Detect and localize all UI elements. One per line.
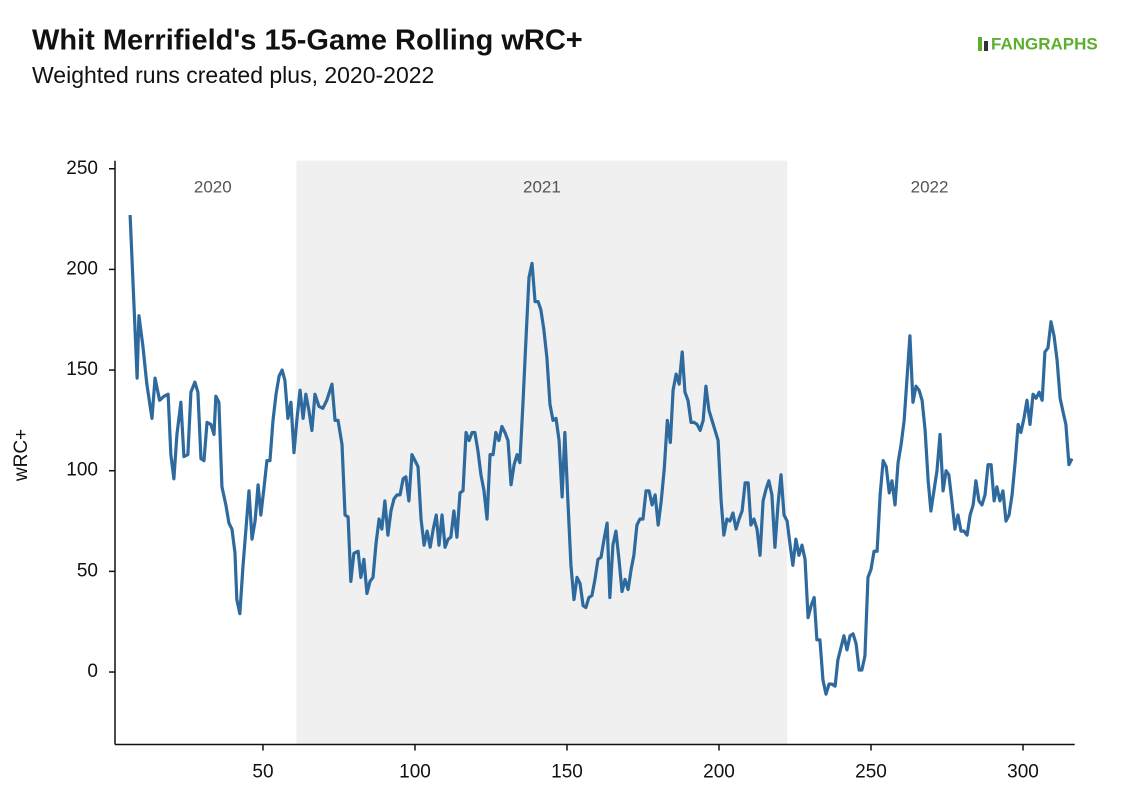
period-label: 2022 — [911, 177, 949, 196]
x-tick-label: 100 — [399, 762, 431, 783]
y-tick-label: 100 — [66, 460, 98, 481]
y-tick-label: 150 — [66, 359, 98, 380]
shade-layer — [296, 160, 788, 745]
x-tick-label: 150 — [551, 762, 583, 783]
y-tick-label: 0 — [87, 661, 98, 682]
y-tick-label: 250 — [66, 158, 98, 179]
x-tick-label: 200 — [703, 762, 735, 783]
chart-subtitle: Weighted runs created plus, 2020-2022 — [32, 62, 434, 88]
period-shade — [296, 160, 788, 745]
y-axis-label: wRC+ — [11, 429, 32, 482]
y-tick-label: 200 — [66, 258, 98, 279]
chart-title: Whit Merrifield's 15-Game Rolling wRC+ — [32, 25, 583, 57]
data-line — [128, 214, 1074, 696]
logo-icon — [978, 37, 982, 51]
period-label: 2021 — [523, 177, 561, 196]
x-tick-label: 300 — [1007, 762, 1039, 783]
logo: FANGRAPHS — [978, 34, 1098, 53]
logo-icon — [984, 41, 988, 51]
x-tick-label: 250 — [855, 762, 887, 783]
x-tick-label: 50 — [252, 762, 273, 783]
period-label: 2020 — [194, 177, 232, 196]
logo-text: FANGRAPHS — [991, 34, 1098, 53]
y-tick-label: 50 — [77, 560, 98, 581]
